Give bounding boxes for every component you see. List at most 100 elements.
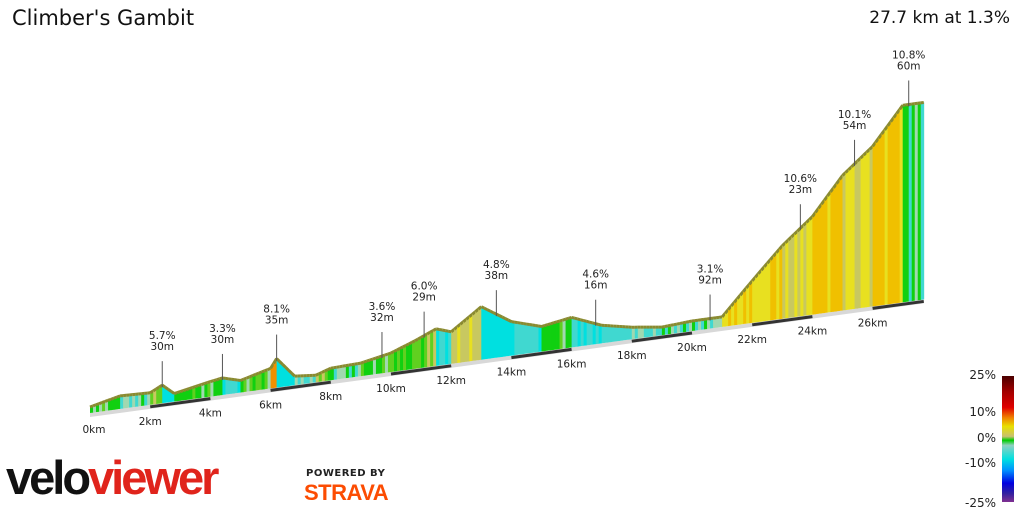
profile-top-edge xyxy=(877,133,883,140)
profile-slice xyxy=(342,365,347,379)
climb-annotation[interactable]: 3.6%32m xyxy=(369,301,396,359)
climb-annotation[interactable]: 8.1%35m xyxy=(263,304,290,361)
profile-top-edge xyxy=(757,269,763,275)
profile-slice xyxy=(138,393,142,407)
profile-slice xyxy=(598,324,603,344)
profile-top-edge xyxy=(735,294,742,300)
profile-slice xyxy=(788,236,792,318)
profile-top-edge xyxy=(381,353,386,358)
profile-top-edge xyxy=(113,395,118,400)
profile-slice xyxy=(613,326,618,342)
climb-annotation[interactable]: 3.1%92m xyxy=(697,264,724,321)
profile-slice xyxy=(875,138,880,306)
climb-annotation[interactable]: 10.8%60m xyxy=(892,49,925,107)
profile-slice xyxy=(580,319,585,347)
profile-top-edge xyxy=(550,321,554,326)
profile-top-edge xyxy=(580,318,585,323)
profile-top-edge xyxy=(501,315,507,320)
climb-grade: 6.0% xyxy=(411,281,438,293)
profile-slice xyxy=(707,318,711,329)
profile-slice xyxy=(716,317,720,328)
profile-slice xyxy=(881,129,886,306)
profile-top-edge xyxy=(354,362,359,366)
climb-annotation[interactable]: 5.7%30m xyxy=(149,330,176,388)
profile-top-edge xyxy=(110,396,115,401)
profile-top-edge xyxy=(468,313,474,318)
x-tick-label: 6km xyxy=(259,399,282,411)
profile-top-edge xyxy=(544,323,548,328)
profile-slice xyxy=(673,324,678,334)
profile-slice xyxy=(400,346,404,371)
profile-top-edge xyxy=(661,325,666,329)
profile-slice xyxy=(785,239,789,319)
profile-top-edge xyxy=(269,362,275,370)
climb-annotation[interactable]: 10.1%54m xyxy=(838,109,871,166)
profile-slice xyxy=(571,317,576,348)
climb-gain: 16m xyxy=(584,280,608,292)
profile-top-edge xyxy=(886,120,892,127)
profile-slice xyxy=(433,328,437,367)
climb-annotation[interactable]: 10.6%23m xyxy=(784,173,817,231)
profile-top-edge xyxy=(399,345,404,350)
climb-annotation[interactable]: 4.6%16m xyxy=(582,269,609,326)
profile-slice xyxy=(123,395,127,409)
profile-slice xyxy=(111,398,115,411)
legend-tick: -25% xyxy=(964,496,996,510)
profile-top-edge xyxy=(155,385,161,391)
profile-top-edge xyxy=(357,361,362,366)
profile-top-edge xyxy=(107,397,112,402)
legend-tick: 25% xyxy=(969,368,996,382)
profile-slice xyxy=(863,152,867,308)
route-title: Climber's Gambit xyxy=(12,6,195,30)
profile-top-edge xyxy=(889,116,895,123)
profile-top-edge xyxy=(378,354,383,359)
profile-slice xyxy=(153,388,157,405)
profile-slice xyxy=(324,369,329,382)
climb-annotation[interactable]: 6.0%29m xyxy=(411,281,438,338)
profile-slice xyxy=(698,319,702,331)
profile-slice xyxy=(667,325,672,335)
profile-slice xyxy=(731,302,735,326)
profile-top-edge xyxy=(188,386,193,390)
profile-top-edge xyxy=(775,248,781,254)
profile-slice xyxy=(249,375,253,392)
profile-slice xyxy=(207,381,211,398)
profile-slice xyxy=(442,330,446,366)
profile-slice xyxy=(225,378,229,395)
profile-slice xyxy=(845,169,849,311)
profile-top-edge xyxy=(336,365,341,369)
profile-top-edge xyxy=(441,328,446,333)
legend-tick: 10% xyxy=(969,405,996,419)
profile-slice xyxy=(496,314,500,358)
strava-logo[interactable]: STRAVA xyxy=(304,480,389,505)
profile-top-edge xyxy=(507,318,513,323)
profile-slice xyxy=(403,345,407,371)
profile-top-edge xyxy=(375,355,380,360)
distance-band xyxy=(390,364,452,376)
profile-slice xyxy=(532,325,536,353)
profile-top-edge xyxy=(318,371,323,376)
profile-slice xyxy=(610,325,615,343)
profile-slice xyxy=(523,323,527,354)
profile-slice xyxy=(451,329,455,364)
profile-top-edge xyxy=(577,317,582,322)
profile-slice xyxy=(908,104,913,302)
profile-top-edge xyxy=(164,386,170,391)
profile-slice xyxy=(833,183,837,312)
profile-slice xyxy=(553,321,557,350)
climb-annotation[interactable]: 4.8%38m xyxy=(483,259,510,317)
climb-gain: 38m xyxy=(485,270,509,282)
profile-slice xyxy=(830,187,834,313)
profile-slice xyxy=(695,320,699,331)
profile-slice xyxy=(625,326,630,341)
profile-top-edge xyxy=(351,362,356,367)
veloviewer-logo[interactable]: veloviewer xyxy=(6,451,219,504)
profile-slice xyxy=(758,270,762,322)
profile-top-edge xyxy=(595,322,600,326)
profile-slice xyxy=(905,104,910,302)
profile-slice xyxy=(117,395,121,410)
profile-top-edge xyxy=(667,323,672,328)
climb-annotation[interactable]: 3.3%30m xyxy=(209,323,236,380)
profile-slice xyxy=(616,326,621,342)
distance-band xyxy=(270,380,332,392)
